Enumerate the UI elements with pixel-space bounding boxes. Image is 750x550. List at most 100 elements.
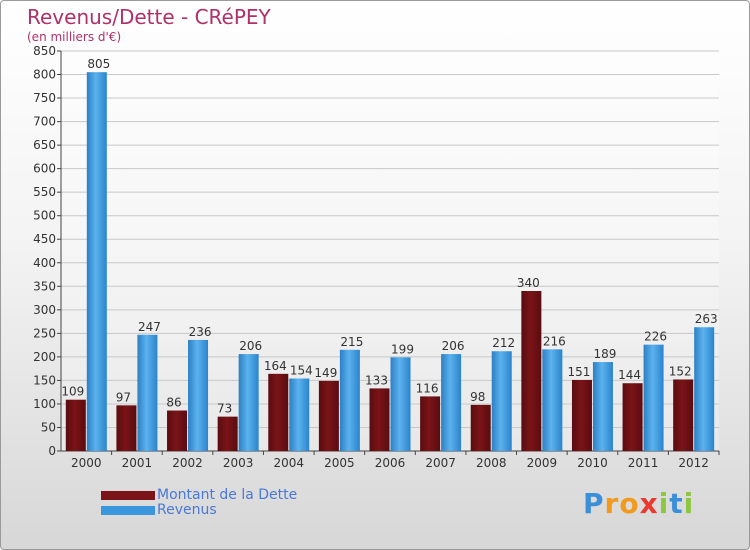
- bar-revenus-2002: [188, 339, 209, 451]
- label-revenus-2007: 206: [442, 339, 465, 353]
- bar-dette-2002: [167, 410, 188, 451]
- x-tick-label: 2007: [425, 456, 456, 470]
- label-revenus-2009: 216: [543, 334, 566, 348]
- label-dette-2001: 97: [116, 390, 131, 404]
- y-tick-label: 600: [33, 162, 56, 176]
- bar-dette-2003: [217, 416, 238, 451]
- bar-dette-2009: [521, 291, 542, 451]
- y-tick-label: 500: [33, 209, 56, 223]
- logo-letter: r: [604, 487, 620, 520]
- label-revenus-2010: 189: [594, 347, 617, 361]
- y-tick-label: 0: [48, 444, 56, 458]
- legend-item-dette: Montant de la Dette: [101, 487, 297, 503]
- label-revenus-2011: 226: [644, 330, 667, 344]
- label-revenus-2005: 215: [340, 335, 363, 349]
- bar-dette-2004: [268, 373, 289, 451]
- logo-letter: o: [619, 487, 640, 520]
- label-dette-2000: 109: [61, 385, 84, 399]
- bar-dette-2012: [673, 379, 694, 451]
- y-tick-label: 300: [33, 303, 56, 317]
- chart-subtitle: (en milliers d'€): [27, 30, 122, 44]
- label-revenus-2006: 199: [391, 342, 414, 356]
- chart-title: Revenus/Dette - CRéPEY: [27, 5, 271, 29]
- label-dette-2007: 116: [416, 381, 439, 395]
- x-tick-label: 2004: [273, 456, 304, 470]
- y-tick-label: 850: [33, 44, 56, 58]
- label-revenus-2008: 212: [492, 336, 515, 350]
- x-tick-label: 2010: [577, 456, 608, 470]
- bar-revenus-2005: [339, 349, 360, 451]
- legend-label-revenus: Revenus: [157, 502, 217, 518]
- legend-label-dette: Montant de la Dette: [157, 487, 298, 503]
- y-tick-label: 250: [33, 326, 56, 340]
- x-tick-label: 2011: [628, 456, 659, 470]
- y-tick-label: 700: [33, 115, 56, 129]
- bar-revenus-2012: [694, 327, 715, 451]
- bar-dette-2005: [318, 380, 339, 451]
- label-dette-2009: 340: [517, 276, 540, 290]
- bar-dette-2008: [470, 404, 491, 451]
- logo-letter: P: [583, 487, 605, 520]
- bar-revenus-2004: [289, 378, 310, 451]
- y-tick-label: 50: [41, 420, 56, 434]
- legend-swatch-revenus: [101, 505, 155, 515]
- label-dette-2010: 151: [568, 365, 591, 379]
- bar-revenus-2003: [238, 354, 259, 451]
- y-tick-label: 750: [33, 91, 56, 105]
- label-revenus-2004: 154: [290, 364, 313, 378]
- y-tick-label: 200: [33, 350, 56, 364]
- y-tick-label: 400: [33, 256, 56, 270]
- label-dette-2002: 86: [166, 396, 181, 410]
- label-dette-2008: 98: [470, 390, 485, 404]
- y-tick-label: 450: [33, 232, 56, 246]
- label-revenus-2003: 206: [239, 339, 262, 353]
- bar-revenus-2008: [491, 351, 512, 451]
- bar-revenus-2010: [592, 362, 613, 451]
- bar-dette-2011: [622, 383, 643, 451]
- x-tick-label: 2003: [223, 456, 254, 470]
- proxiti-logo: Proxiti: [583, 487, 694, 520]
- x-tick-label: 2009: [527, 456, 558, 470]
- bar-revenus-2011: [643, 344, 664, 451]
- y-tick-label: 350: [33, 279, 56, 293]
- legend-item-revenus: Revenus: [101, 502, 217, 518]
- logo-letter: t: [669, 487, 684, 520]
- label-dette-2011: 144: [618, 368, 641, 382]
- bar-dette-2000: [65, 399, 86, 451]
- x-tick-label: 2012: [678, 456, 709, 470]
- y-tick-label: 550: [33, 185, 56, 199]
- bar-dette-2006: [369, 388, 390, 451]
- label-revenus-2000: 805: [87, 57, 110, 71]
- logo-letter: i: [658, 487, 670, 520]
- bar-dette-2007: [420, 396, 441, 451]
- plot-area: [61, 51, 719, 451]
- x-tick-label: 2000: [71, 456, 102, 470]
- label-revenus-2001: 247: [138, 320, 161, 334]
- logo-letter: x: [639, 487, 659, 520]
- label-dette-2012: 152: [669, 364, 692, 378]
- x-tick-label: 2002: [172, 456, 203, 470]
- x-tick-label: 2001: [122, 456, 153, 470]
- label-dette-2004: 164: [264, 359, 287, 373]
- x-tick-label: 2006: [375, 456, 406, 470]
- bar-revenus-2001: [137, 334, 158, 451]
- y-tick-label: 150: [33, 373, 56, 387]
- bar-revenus-2006: [390, 357, 411, 451]
- bar-revenus-2009: [542, 349, 563, 451]
- legend-swatch-dette: [101, 490, 155, 500]
- bar-revenus-2007: [441, 354, 462, 451]
- bar-dette-2001: [116, 405, 137, 451]
- bar-revenus-2000: [86, 72, 107, 452]
- bar-dette-2010: [571, 379, 592, 451]
- label-dette-2003: 73: [217, 402, 232, 416]
- x-tick-label: 2005: [324, 456, 355, 470]
- label-revenus-2002: 236: [189, 325, 212, 339]
- y-tick-label: 100: [33, 397, 56, 411]
- x-tick-label: 2008: [476, 456, 507, 470]
- label-revenus-2012: 263: [695, 312, 718, 326]
- y-tick-label: 800: [33, 68, 56, 82]
- y-tick-label: 650: [33, 138, 56, 152]
- logo-letter: i: [683, 487, 695, 520]
- label-dette-2005: 149: [314, 366, 337, 380]
